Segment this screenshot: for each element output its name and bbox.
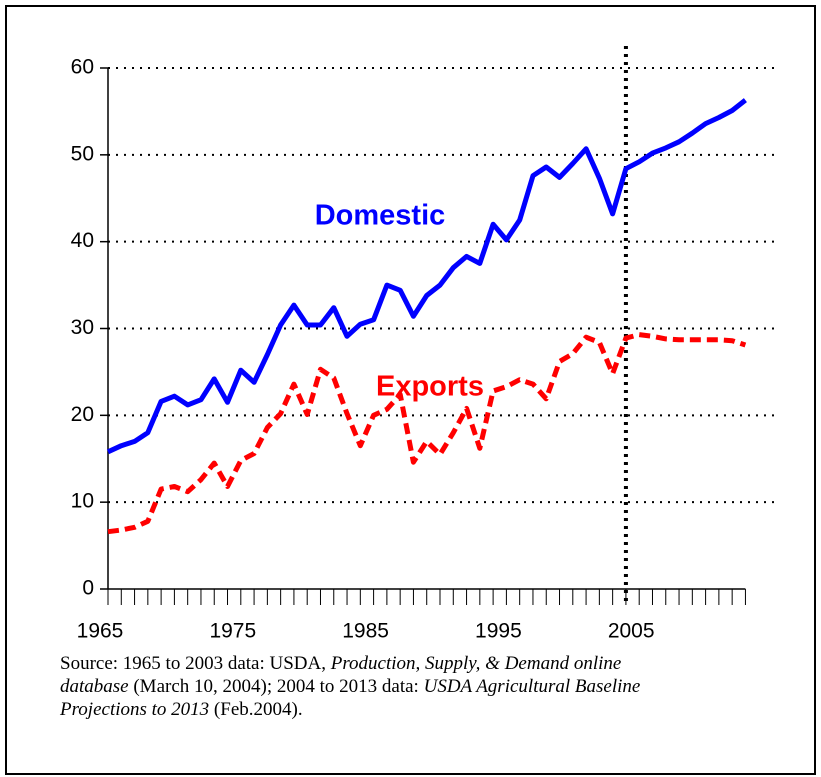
y-tick-label: 0: [82, 577, 94, 600]
y-tick-label: 10: [71, 490, 94, 513]
x-tick-label: 2005: [608, 620, 655, 643]
source-part: Source: 1965 to 2003 data: USDA,: [60, 653, 331, 674]
source-note: Source: 1965 to 2003 data: USDA, Product…: [59, 653, 640, 720]
x-tick-label: 1965: [77, 620, 124, 643]
y-tick-label: 50: [71, 142, 94, 165]
y-tick-label: 60: [71, 56, 94, 79]
y-tick-label: 30: [71, 316, 94, 339]
source-part: (Feb.2004).: [209, 699, 302, 720]
x-tick-label: 1985: [342, 620, 389, 643]
y-tick-label: 20: [71, 403, 94, 426]
source-part: database: [60, 676, 129, 697]
y-tick-label: 40: [71, 229, 94, 252]
source-part: (March 10, 2004); 2004 to 2013 data:: [129, 676, 424, 697]
frame: [5, 5, 816, 775]
source-part: USDA Agricultural Baseline: [424, 676, 641, 697]
x-tick-label: 1975: [209, 620, 256, 643]
data-line: [106, 98, 747, 455]
series-label: Exports: [376, 371, 484, 403]
data-line: [107, 332, 747, 535]
source-part: Production, Supply, & Demand online: [330, 653, 622, 674]
series-label: Domestic: [315, 200, 446, 232]
source-part: Projections to 2013: [59, 699, 209, 720]
x-tick-label: 1995: [475, 620, 522, 643]
